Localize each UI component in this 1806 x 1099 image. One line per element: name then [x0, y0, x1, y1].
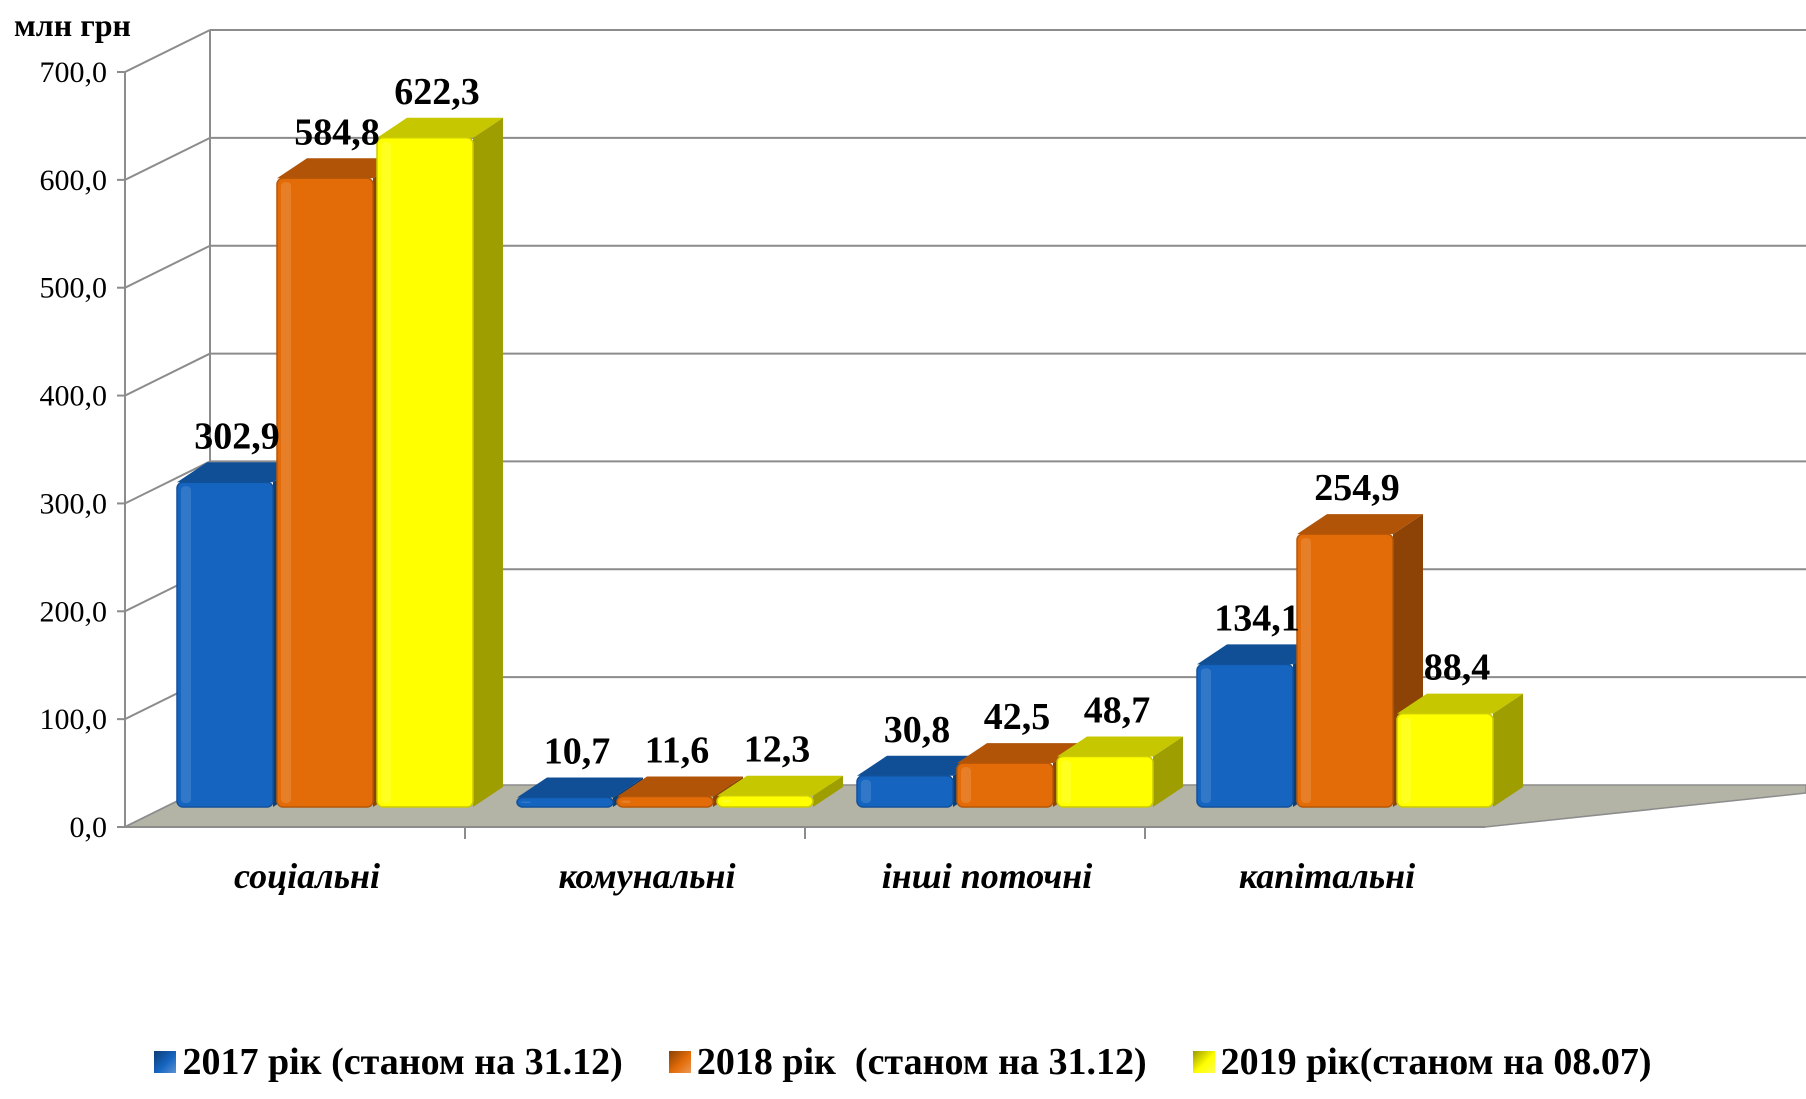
- data-label: 302,9: [194, 415, 280, 457]
- bar-top: [177, 462, 303, 483]
- bar: [956, 762, 1054, 808]
- bar-highlight: [521, 801, 531, 803]
- bar-top: [857, 755, 983, 776]
- data-label: 30,8: [884, 709, 951, 751]
- bar: [376, 137, 474, 808]
- y-tick-label: 700,0: [40, 56, 108, 89]
- category-labels: соціальні комунальні інші поточні капітальн…: [234, 856, 1415, 896]
- bar-side: [1153, 736, 1183, 807]
- bar: [276, 177, 374, 808]
- bar: [1296, 533, 1394, 808]
- data-label: 48,7: [1084, 689, 1151, 731]
- bar-highlight: [961, 767, 971, 803]
- bar-highlight: [1201, 668, 1211, 803]
- bar-top: [377, 117, 503, 138]
- bar-highlight: [1061, 760, 1071, 803]
- y-tick-label: 500,0: [40, 272, 108, 305]
- bar-highlight: [181, 486, 191, 803]
- category-label: комунальні: [558, 856, 735, 896]
- bar: [516, 796, 614, 808]
- legend-label: 2019 рік(станом на 08.07): [1220, 1041, 1652, 1083]
- legend-swatch: [668, 1051, 691, 1073]
- y-tick-label: 200,0: [40, 595, 108, 628]
- legend: 2017 рік (станом на 31.12) 2018 рік (стан…: [0, 1040, 1806, 1084]
- bar-top: [517, 777, 643, 798]
- bar-highlight: [721, 799, 731, 803]
- bar-side: [813, 775, 843, 807]
- bar-highlight: [621, 800, 631, 803]
- bar: [856, 775, 954, 808]
- y-tick-label: 300,0: [40, 487, 108, 520]
- bar-highlight: [1401, 717, 1411, 803]
- bar: [176, 481, 274, 808]
- bar-chart: 0,0 100,0 200,0 300,0 400,0 500,0 600,0 700,0 3…: [14, 7, 1806, 896]
- legend-swatch: [154, 1051, 177, 1073]
- unit-label: млн грн: [14, 7, 131, 43]
- category-label: капітальні: [1239, 856, 1415, 896]
- bar-highlight: [1301, 538, 1311, 803]
- category-label: соціальні: [234, 856, 380, 896]
- bar: [1396, 712, 1494, 808]
- bar-side: [473, 117, 503, 808]
- bar-top: [277, 158, 403, 179]
- y-axis: 0,0 100,0 200,0 300,0 400,0 500,0 600,0 700,0: [40, 56, 1485, 844]
- data-label: 12,3: [744, 729, 811, 771]
- bar-highlight: [861, 779, 871, 803]
- data-label: 10,7: [544, 730, 611, 772]
- bar-top: [617, 776, 743, 797]
- bar-top: [957, 743, 1083, 764]
- bar-side: [1493, 693, 1523, 807]
- data-label: 622,3: [394, 71, 480, 113]
- legend-swatch: [1192, 1051, 1215, 1073]
- bar-highlight: [381, 141, 391, 803]
- bars: [176, 117, 1523, 808]
- y-tick-label: 400,0: [40, 380, 108, 413]
- data-label: 584,8: [294, 111, 380, 153]
- legend-label: 2018 рік (станом на 31.12): [696, 1041, 1147, 1083]
- bar: [716, 794, 814, 808]
- bar: [1196, 663, 1294, 808]
- data-label: 42,5: [984, 696, 1051, 738]
- bar-top: [1197, 644, 1323, 665]
- bar-top: [1297, 514, 1423, 535]
- bar-top: [1057, 736, 1183, 757]
- legend-item: 2019 рік(станом на 08.07): [1192, 1040, 1652, 1084]
- bar-highlight: [281, 182, 291, 803]
- legend-item: 2018 рік (станом на 31.12): [668, 1040, 1147, 1084]
- y-tick-label: 100,0: [40, 703, 108, 736]
- bar: [616, 795, 714, 808]
- data-label: 88,4: [1424, 647, 1491, 689]
- data-label: 11,6: [645, 729, 709, 771]
- legend-item: 2017 рік (станом на 31.12): [154, 1040, 623, 1084]
- bar: [1056, 755, 1154, 808]
- y-tick-label: 0,0: [70, 811, 108, 844]
- category-label: інші поточні: [882, 856, 1092, 896]
- bar-top: [717, 775, 843, 796]
- data-label: 254,9: [1314, 467, 1400, 509]
- data-label: 134,1: [1214, 597, 1300, 639]
- value-labels: 302,9 584,8 622,3 10,7 11,6 12,3 30,8 42,5 48,7 1…: [194, 71, 1490, 773]
- bar-top: [1397, 693, 1523, 714]
- legend-label: 2017 рік (станом на 31.12): [182, 1041, 623, 1083]
- y-tick-label: 600,0: [40, 164, 108, 197]
